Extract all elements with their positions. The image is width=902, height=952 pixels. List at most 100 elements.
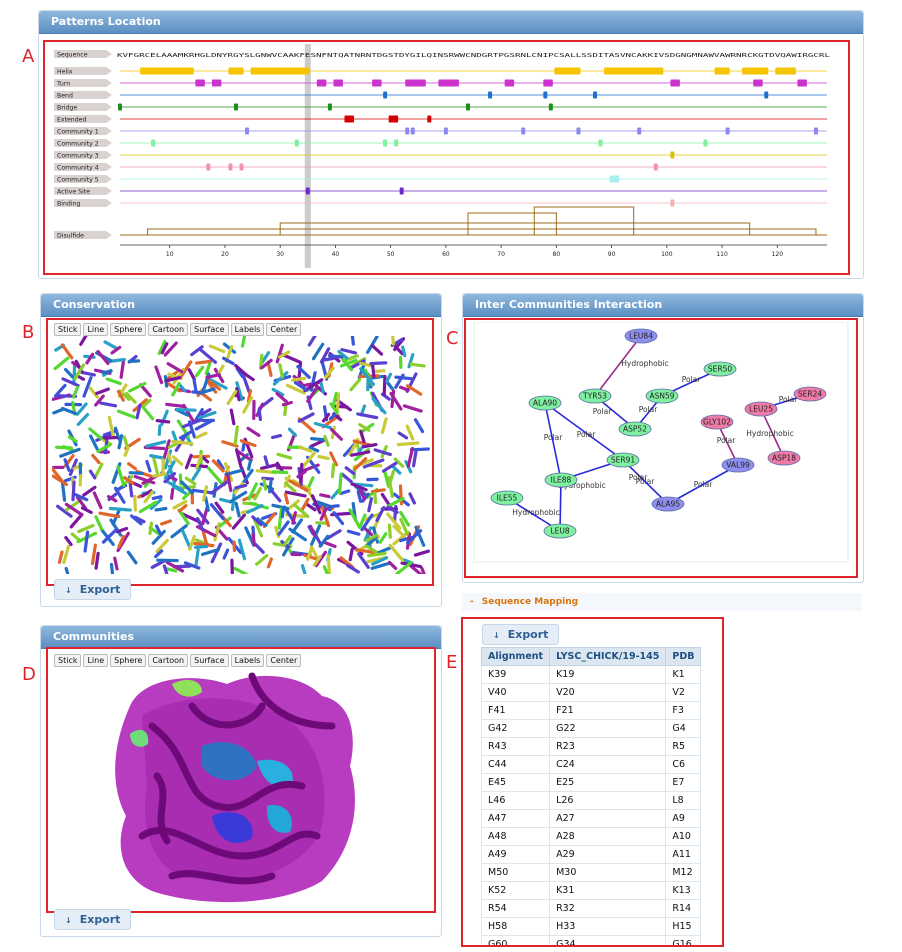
table-row[interactable]: A48 A28 A10	[481, 827, 702, 846]
patterns-title: Patterns Location	[39, 11, 863, 34]
table-row[interactable]: R43 R23 R5	[481, 737, 702, 756]
pattern-feature	[576, 127, 581, 135]
bond-stick	[94, 551, 100, 570]
bond-stick	[73, 363, 86, 381]
pattern-feature	[609, 175, 620, 183]
bond-stick	[96, 443, 112, 454]
bond-stick	[306, 546, 314, 561]
table-cell: A47	[481, 809, 551, 828]
labels-button[interactable]: Labels	[230, 323, 265, 336]
bond-stick	[190, 345, 204, 357]
axis-tick-label: 120	[772, 251, 784, 258]
table-row[interactable]: V40 V20 V2	[481, 683, 702, 702]
table-row[interactable]: E45 E25 E7	[481, 773, 702, 792]
bond-stick	[271, 434, 283, 440]
residue-node-label: VAL99	[726, 461, 750, 470]
selected-residue-column	[304, 44, 311, 268]
col-header-alignment[interactable]: Alignment	[481, 647, 551, 666]
cartoon-button[interactable]: Cartoon	[148, 654, 189, 667]
communities-export-button[interactable]: ↓ Export	[54, 909, 132, 930]
table-cell: L26	[549, 791, 667, 810]
residue-node	[624, 328, 658, 344]
bond-stick	[401, 345, 407, 358]
table-row[interactable]: K52 K31 K13	[481, 881, 702, 900]
highlight-box-b	[46, 318, 434, 586]
table-cell: A28	[549, 827, 667, 846]
bond-stick	[275, 461, 285, 474]
bond-stick	[216, 459, 225, 471]
bond-stick	[409, 447, 430, 452]
bond-stick	[262, 478, 268, 491]
pattern-feature	[383, 139, 388, 147]
bond-stick	[92, 491, 103, 510]
bond-stick	[195, 453, 203, 470]
bond-stick	[358, 488, 366, 501]
stick-button[interactable]: Stick	[54, 654, 82, 667]
bond-stick	[337, 349, 349, 360]
table-row[interactable]: M50 M30 M12	[481, 863, 702, 882]
bond-stick	[381, 461, 398, 473]
table-row[interactable]: G60 G34 G16	[481, 935, 702, 945]
table-cell: R43	[481, 737, 551, 756]
surface-button[interactable]: Surface	[190, 654, 229, 667]
bond-stick	[371, 397, 387, 415]
bond-stick	[123, 476, 135, 486]
labels-button[interactable]: Labels	[230, 654, 265, 667]
bond-stick	[178, 360, 193, 380]
sphere-button[interactable]: Sphere	[110, 654, 147, 667]
stick-button[interactable]: Stick	[54, 323, 82, 336]
cartoon-button[interactable]: Cartoon	[148, 323, 189, 336]
sequence-mapping-header[interactable]	[462, 593, 862, 611]
bond-stick	[171, 381, 181, 397]
bond-stick	[101, 527, 119, 544]
bond-stick	[171, 455, 184, 466]
bond-stick	[272, 371, 289, 386]
axis-tick-label: 110	[716, 251, 728, 258]
col-header-pdb[interactable]: PDB	[665, 647, 702, 666]
table-row[interactable]: F41 F21 F3	[481, 701, 702, 720]
table-row[interactable]: R54 R32 R14	[481, 899, 702, 918]
col-header-lysc[interactable]: LYSC_CHICK/19-145	[549, 647, 667, 666]
bond-stick	[326, 554, 332, 574]
bond-stick	[319, 380, 325, 394]
table-row[interactable]: K39 K19 K1	[481, 665, 702, 684]
conservation-molecule-viewer[interactable]	[52, 336, 430, 574]
table-row[interactable]: G42 G22 G4	[481, 719, 702, 738]
line-button[interactable]: Line	[83, 654, 109, 667]
table-row[interactable]: A49 A29 A11	[481, 845, 702, 864]
bond-stick	[358, 513, 367, 529]
bond-stick	[94, 394, 105, 407]
sequence-mapping-title[interactable]: - Sequence Mapping	[470, 597, 579, 607]
surface-button[interactable]: Surface	[190, 323, 229, 336]
table-cell: G42	[481, 719, 551, 738]
bond-stick	[350, 450, 371, 457]
bond-stick	[53, 356, 70, 371]
pattern-feature	[813, 127, 818, 135]
table-row[interactable]: C44 C24 C6	[481, 755, 702, 774]
axis-tick-label: 100	[661, 251, 673, 258]
bond-stick	[358, 361, 375, 368]
bond-stick	[317, 454, 330, 461]
sphere-button[interactable]: Sphere	[110, 323, 147, 336]
bond-stick	[107, 415, 116, 439]
bond-stick	[162, 564, 169, 574]
bond-stick	[260, 351, 271, 365]
track-label: Bridge	[57, 105, 77, 112]
center-button[interactable]: Center	[266, 654, 302, 667]
table-row[interactable]: A47 A27 A9	[481, 809, 702, 828]
residue-node	[651, 496, 685, 512]
pattern-feature	[548, 103, 553, 111]
bond-stick	[360, 513, 374, 532]
bond-stick	[246, 459, 253, 471]
table-row[interactable]: L46 L26 L8	[481, 791, 702, 810]
table-row[interactable]: H58 H33 H15	[481, 917, 702, 936]
network-canvas	[473, 322, 849, 563]
conservation-export-button[interactable]: ↓ Export	[54, 579, 132, 600]
mapping-export-button[interactable]: ↓ Export	[482, 624, 560, 645]
communities-surface-viewer[interactable]	[52, 666, 432, 906]
line-button[interactable]: Line	[83, 323, 109, 336]
bond-stick	[297, 360, 303, 382]
bond-stick	[285, 383, 307, 395]
center-button[interactable]: Center	[266, 323, 302, 336]
table-cell: A10	[665, 827, 702, 846]
